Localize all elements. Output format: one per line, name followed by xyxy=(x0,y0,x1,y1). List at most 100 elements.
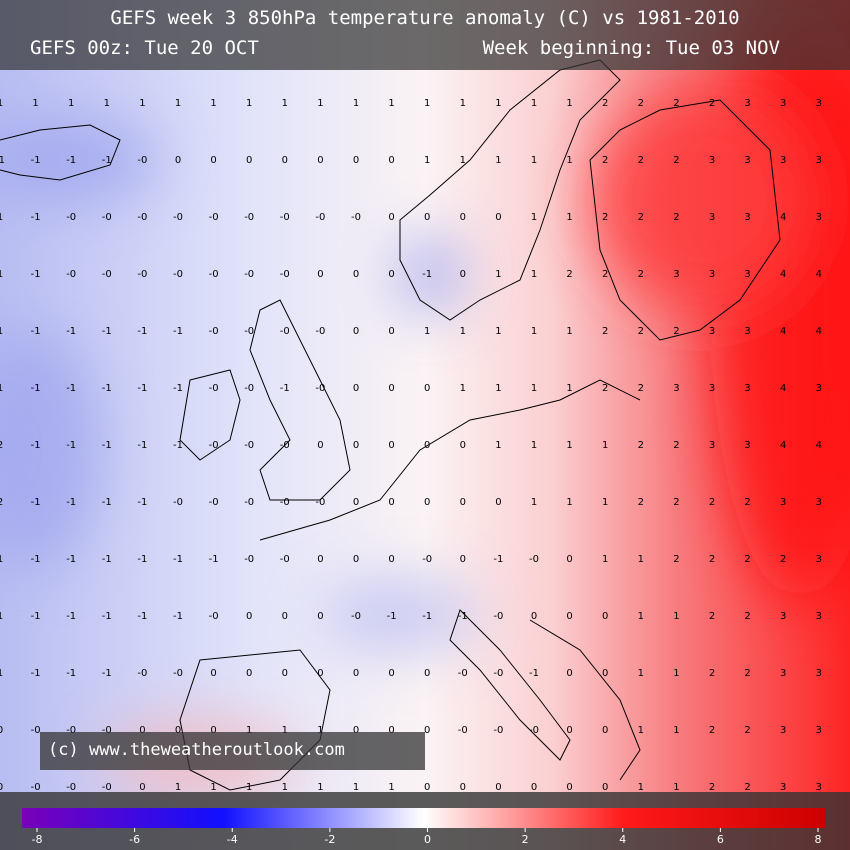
grid-value: 2 xyxy=(709,98,715,109)
grid-value: 1 xyxy=(566,326,572,337)
grid-value: -0 xyxy=(102,782,112,793)
grid-value: 1 xyxy=(566,98,572,109)
grid-value: 1 xyxy=(424,155,430,166)
grid-value: 2 xyxy=(673,497,679,508)
grid-value: -0 xyxy=(31,782,41,793)
value-grid: 1 1 1 1 1 1 1 1 1 1 1 1 1 1 1 1 1 2 2 2 2 3 3 3 -1 -1 -1 -1 -0 0 0 0 0 0 0… xyxy=(0,98,822,793)
grid-value: 1 xyxy=(424,326,430,337)
grid-value: 0 xyxy=(602,782,608,793)
grid-value: 3 xyxy=(816,155,822,166)
grid-value: 2 xyxy=(638,269,644,280)
grid-value: 0 xyxy=(388,554,394,565)
grid-value: 0 xyxy=(139,782,145,793)
grid-value: -1 xyxy=(31,611,41,622)
grid-value: -0 xyxy=(244,440,254,451)
grid-value: 0 xyxy=(317,554,323,565)
grid-value: 1 xyxy=(531,383,537,394)
grid-value: 2 xyxy=(673,98,679,109)
grid-value: 1 xyxy=(460,326,466,337)
grid-value: -1 xyxy=(173,383,183,394)
grid-value: -1 xyxy=(422,269,432,280)
colorbar-tick-label: 6 xyxy=(717,833,724,846)
grid-value: 1 xyxy=(282,98,288,109)
grid-value: -0 xyxy=(351,212,361,223)
grid-value: 0 xyxy=(531,611,537,622)
grid-value: 4 xyxy=(816,440,822,451)
grid-value: 2 xyxy=(638,98,644,109)
grid-value: -1 xyxy=(0,155,5,166)
grid-value: -0 xyxy=(66,269,76,280)
grid-value: -0 xyxy=(209,497,219,508)
grid-value: -1 xyxy=(209,554,219,565)
grid-value: -0 xyxy=(422,554,432,565)
grid-value: 1 xyxy=(353,782,359,793)
grid-value: 0 xyxy=(388,440,394,451)
grid-value: 4 xyxy=(816,269,822,280)
grid-value: 1 xyxy=(175,98,181,109)
grid-value: 0 xyxy=(424,212,430,223)
grid-value: 1 xyxy=(282,725,288,736)
grid-value: -1 xyxy=(387,611,397,622)
grid-value: -1 xyxy=(66,497,76,508)
grid-value: -1 xyxy=(31,497,41,508)
grid-value: 1 xyxy=(0,554,3,565)
grid-value: -0 xyxy=(66,212,76,223)
grid-value: 3 xyxy=(780,497,786,508)
grid-value: -0 xyxy=(280,212,290,223)
grid-value: -0 xyxy=(244,212,254,223)
grid-value: 0 xyxy=(282,611,288,622)
grid-value: -0 xyxy=(102,725,112,736)
grid-value: 0 xyxy=(566,782,572,793)
grid-value: -1 xyxy=(137,383,147,394)
grid-value: 1 xyxy=(460,98,466,109)
grid-value: 4 xyxy=(780,326,786,337)
run-label: GEFS 00z: Tue 20 OCT xyxy=(30,37,259,59)
grid-value: -1 xyxy=(31,269,41,280)
grid-value: -1 xyxy=(422,611,432,622)
grid-value: 2 xyxy=(602,98,608,109)
grid-value: 3 xyxy=(744,155,750,166)
grid-value: 3 xyxy=(744,383,750,394)
grid-value: 1 xyxy=(602,554,608,565)
grid-value: -0 xyxy=(137,269,147,280)
grid-value: -1 xyxy=(31,326,41,337)
grid-value: 4 xyxy=(780,440,786,451)
grid-value: -0 xyxy=(209,212,219,223)
grid-value: 0 xyxy=(317,440,323,451)
grid-value: 3 xyxy=(816,725,822,736)
grid-value: 0 xyxy=(424,725,430,736)
grid-value: 1 xyxy=(0,98,3,109)
grid-value: 3 xyxy=(744,212,750,223)
grid-value: -1 xyxy=(102,554,112,565)
grid-value: 0 xyxy=(210,668,216,679)
grid-value: 0 xyxy=(388,326,394,337)
colorbar-tick-label: -2 xyxy=(324,833,335,846)
grid-value: 1 xyxy=(0,383,3,394)
grid-value: 1 xyxy=(210,98,216,109)
grid-value: 2 xyxy=(673,212,679,223)
grid-value: -0 xyxy=(209,269,219,280)
grid-value: 0 xyxy=(353,269,359,280)
grid-value: 3 xyxy=(709,212,715,223)
grid-value: 1 xyxy=(566,497,572,508)
grid-value: 1 xyxy=(531,326,537,337)
grid-value: 4 xyxy=(780,212,786,223)
grid-value: 3 xyxy=(816,611,822,622)
grid-value: -0 xyxy=(493,611,503,622)
grid-value: 0 xyxy=(353,155,359,166)
grid-value: -0 xyxy=(209,440,219,451)
grid-value: 1 xyxy=(673,668,679,679)
grid-value: 0 xyxy=(353,725,359,736)
grid-value: -1 xyxy=(102,668,112,679)
grid-value: 0 xyxy=(602,725,608,736)
grid-value: 2 xyxy=(744,611,750,622)
grid-value: 2 xyxy=(744,668,750,679)
grid-value: 2 xyxy=(638,440,644,451)
grid-value: 3 xyxy=(744,269,750,280)
grid-value: -1 xyxy=(31,554,41,565)
grid-value: 0 xyxy=(460,782,466,793)
grid-value: -0 xyxy=(173,497,183,508)
grid-value: 3 xyxy=(816,782,822,793)
grid-value: -0 xyxy=(529,554,539,565)
